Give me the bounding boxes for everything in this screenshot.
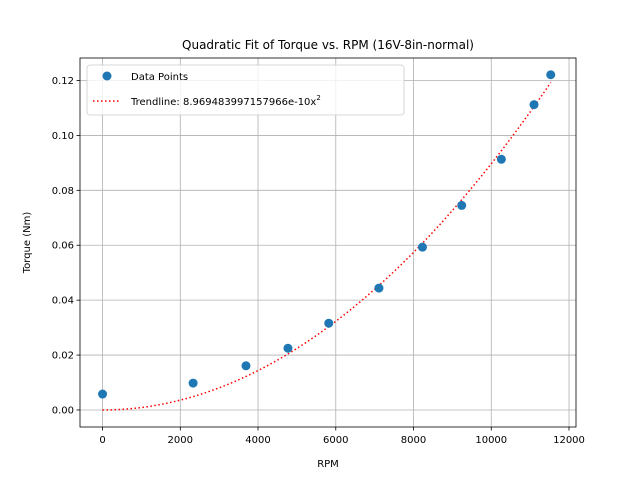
data-point [457,200,467,210]
trendline-layer [102,82,552,411]
legend: Data Points Trendline: 8.969483997157966… [86,64,405,116]
data-point [241,361,251,371]
legend-box [86,64,405,116]
y-tick-label: 0.12 [52,76,74,87]
data-point [283,343,293,353]
data-point [324,318,334,328]
data-point [188,378,198,388]
legend-label-trendline: Trendline: 8.969483997157966e-10x2 [130,94,321,108]
chart-title: Quadratic Fit of Torque vs. RPM (16V-8in… [182,38,474,52]
legend-trendline-text: Trendline: 8.969483997157966e-10x [130,97,316,108]
x-tick-label: 8000 [401,435,426,446]
y-tick-label: 0.02 [52,351,74,362]
x-tick-label: 6000 [323,435,348,446]
x-axis: 0 2000 4000 6000 8000 10000 12000 [99,427,585,446]
y-axis-title: Torque (Nm) [22,212,33,275]
legend-trendline-exponent: 2 [316,94,320,102]
legend-marker-data-points [102,71,112,81]
data-point [546,70,556,80]
trendline [102,82,552,411]
y-tick-label: 0.06 [52,241,74,252]
y-tick-label: 0.08 [52,186,74,197]
y-tick-label: 0.04 [52,296,74,307]
y-tick-label: 0.10 [52,131,74,142]
data-point [529,100,539,110]
plot-frame [79,57,577,428]
data-points-layer [98,70,556,399]
data-point [496,154,506,164]
data-point [417,242,427,252]
y-tick-label: 0.00 [52,405,74,416]
data-point [374,283,384,293]
x-tick-label: 2000 [168,435,193,446]
x-tick-label: 4000 [245,435,270,446]
x-tick-label: 12000 [553,435,585,446]
legend-label-data-points: Data Points [131,72,188,83]
x-tick-label: 0 [99,435,105,446]
x-axis-title: RPM [317,459,339,470]
y-axis: 0.00 0.02 0.04 0.06 0.08 0.10 0.12 [52,76,80,416]
data-point [98,389,108,399]
x-tick-label: 10000 [475,435,507,446]
